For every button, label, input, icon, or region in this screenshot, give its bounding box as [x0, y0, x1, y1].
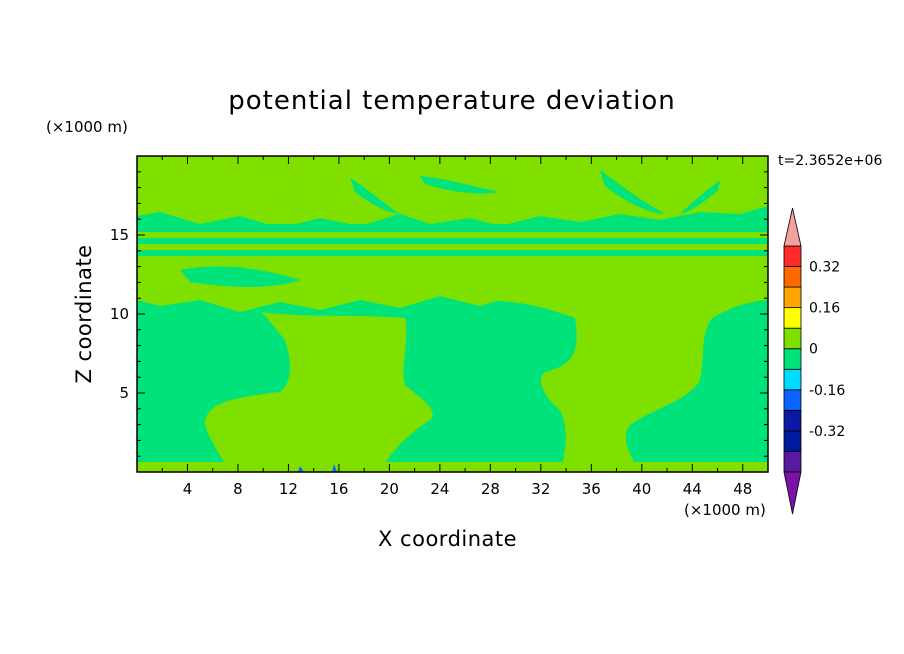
x-tick-label: 4 [183, 480, 193, 498]
colorbar-label: -0.16 [809, 383, 845, 399]
field-mid-patch [180, 266, 300, 287]
x-tick-group: 4 8 12 16 20 24 28 32 36 40 44 48 [161, 156, 752, 498]
colorbar-segment [783, 286, 802, 309]
field-band [137, 250, 768, 256]
field-band [137, 238, 768, 244]
field-plume-right [468, 256, 768, 472]
y-tick-label: 5 [119, 384, 129, 402]
x-axis-label: X coordinate [378, 527, 518, 551]
x-tick-label: 36 [582, 480, 601, 498]
field-band [137, 244, 768, 250]
time-label: t=2.3652e+06 [778, 153, 883, 169]
colorbar: -0.32 -0.16 0 0.16 0.32 [783, 207, 845, 515]
x-tick-label: 20 [380, 480, 399, 498]
x-axis-unit: (×1000 m) [684, 501, 766, 519]
x-tick-label: 24 [430, 480, 449, 498]
field-bottom-strip [137, 462, 768, 472]
x-tick-label: 12 [279, 480, 298, 498]
field-layer [137, 156, 768, 472]
x-tick-label: 44 [683, 480, 702, 498]
colorbar-segment [783, 266, 802, 288]
colorbar-segment [783, 348, 802, 370]
field-streak [350, 178, 400, 214]
colorbar-segment [783, 368, 802, 391]
colorbar-segment [783, 409, 802, 432]
field-streak [600, 170, 665, 214]
x-tick-label: 8 [233, 480, 243, 498]
colorbar-segment [783, 245, 802, 267]
field-bottom-trace [298, 466, 304, 472]
field-band [137, 224, 768, 232]
field-upper-region [137, 156, 768, 228]
x-tick-label: 48 [733, 480, 752, 498]
field-streak [680, 180, 720, 214]
colorbar-under-triangle [783, 471, 802, 515]
colorbar-segment [783, 451, 802, 473]
colorbar-label: 0.32 [809, 260, 840, 276]
colorbar-segment [783, 430, 802, 452]
colorbar-segment [783, 327, 802, 350]
field-streak [420, 176, 500, 194]
y-tick-group: 5 10 15 [110, 171, 768, 457]
chart-title: potential temperature deviation [228, 86, 676, 116]
x-tick-label: 28 [481, 480, 500, 498]
colorbar-over-triangle [783, 207, 802, 247]
x-tick-label: 40 [632, 480, 651, 498]
colorbar-label: 0 [809, 342, 818, 358]
colorbar-label: 0.16 [809, 301, 840, 317]
y-tick-label: 10 [110, 305, 129, 323]
field-plume-left [205, 312, 433, 472]
x-tick-label: 16 [329, 480, 348, 498]
y-axis-unit: (×1000 m) [46, 118, 128, 136]
field-band [137, 232, 768, 238]
colorbar-segment [783, 307, 802, 329]
colorbar-segment [783, 389, 802, 411]
y-tick-label: 15 [110, 226, 129, 244]
colorbar-label: -0.32 [809, 424, 845, 440]
x-tick-label: 32 [531, 480, 550, 498]
field-bottom-trace [332, 464, 337, 472]
field-upper-blob-left [137, 167, 340, 203]
